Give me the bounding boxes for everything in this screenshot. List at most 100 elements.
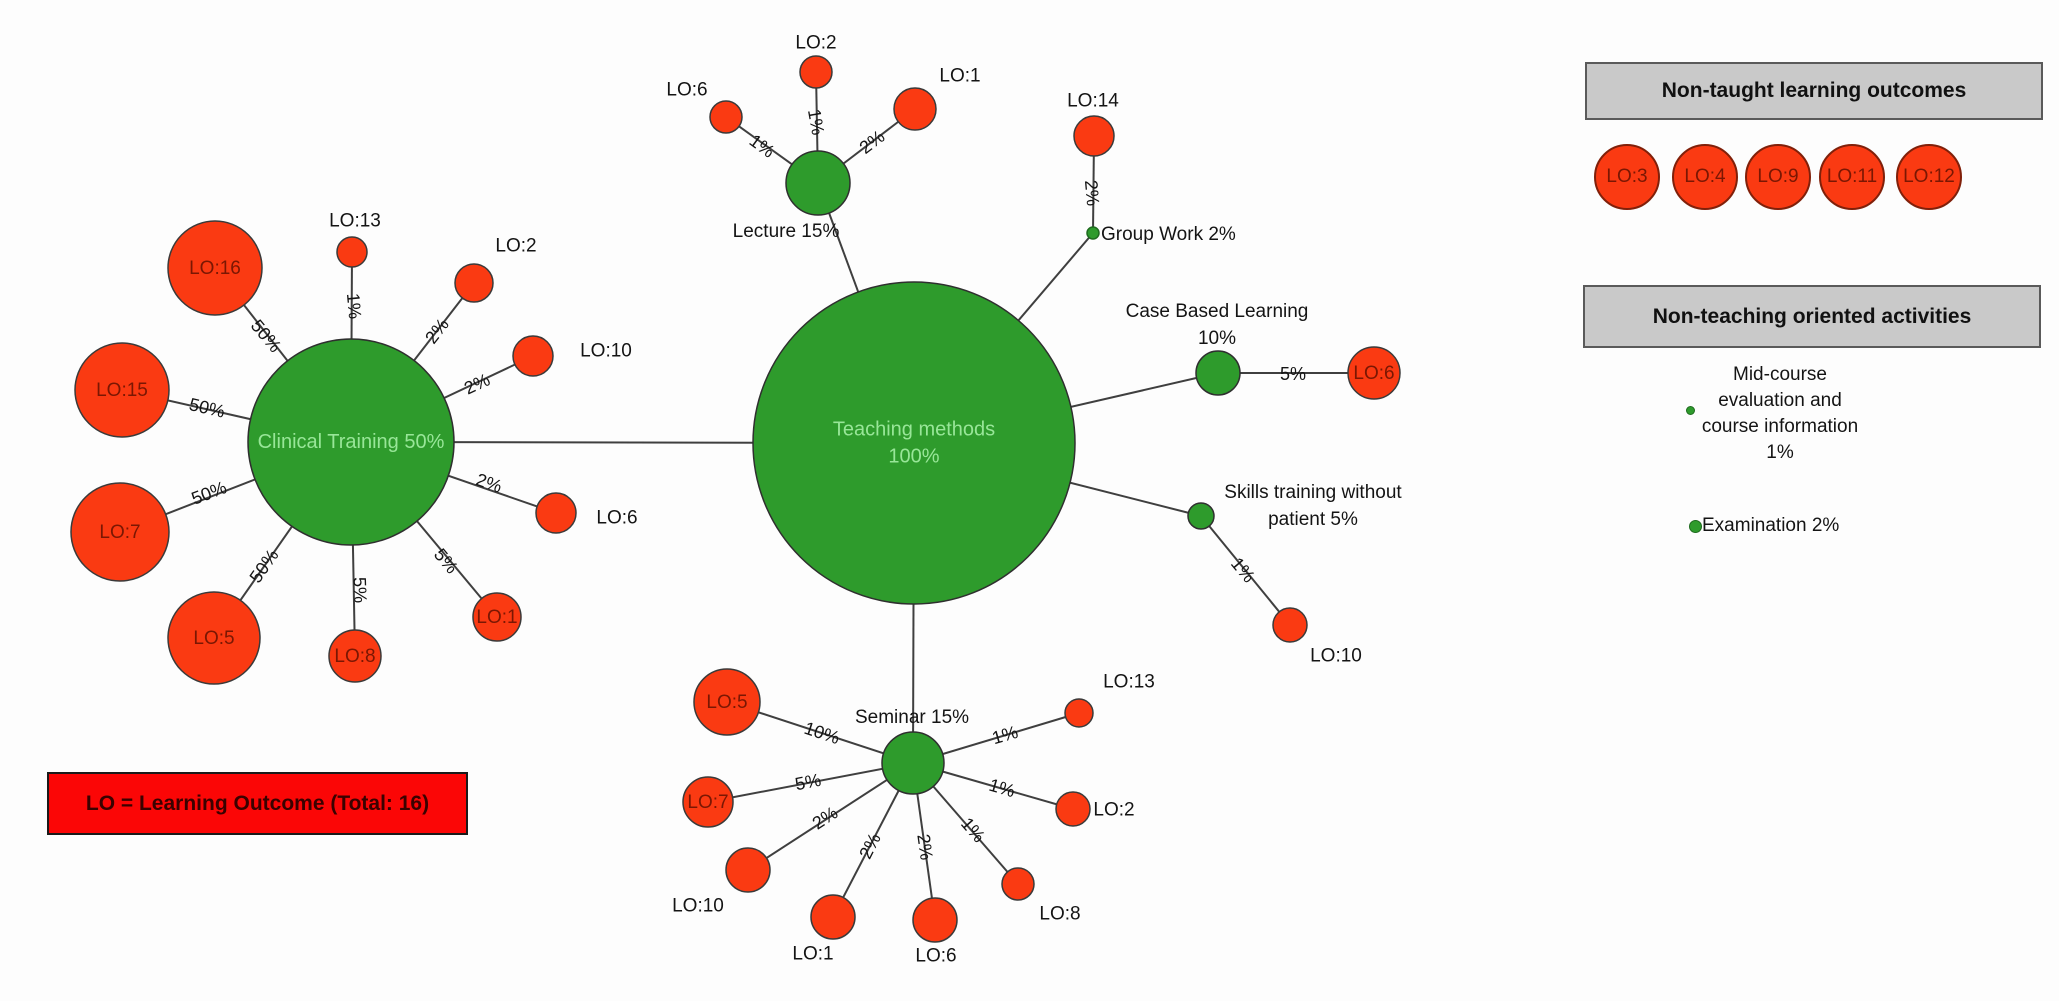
edge-weight-label: 2% [809,803,842,834]
edge-weight-label: 50% [189,477,230,509]
node-c8 [328,629,382,683]
mid-course-line: course information [1701,416,1859,437]
node-skills [1187,502,1215,530]
non-taught-lo-circle: LO:11 [1819,144,1885,210]
node-m2 [1055,791,1091,827]
node-label-l2: LO:2 [795,33,836,54]
node-c16 [167,220,263,316]
node-cbl [1195,350,1241,396]
examination-dot [1689,520,1702,533]
edge-weight-label: 5% [1280,364,1306,384]
node-label-m2: LO:2 [1093,800,1134,821]
edge-weight-label: 2% [856,126,889,158]
non-taught-lo-circle: LO:9 [1745,144,1811,210]
node-label-c5: LO:5 [193,628,234,649]
node-label-s10: LO:10 [1310,646,1362,667]
mid-course-activity-label: Mid-course evaluation and course informa… [1660,362,1900,466]
edge-weight-label: 1% [990,722,1021,748]
edge-weight-label: 1% [987,775,1018,801]
node-groupwork [1086,226,1100,240]
edge-weight-label: 1% [804,107,828,136]
edge-weight-label: 2% [1081,179,1103,207]
node-cb6 [1347,346,1401,400]
node-label-c8: LO:8 [334,646,375,667]
node-m13 [1064,698,1094,728]
node-clinical [247,338,455,546]
non-taught-lo-circle: LO:3 [1594,144,1660,210]
edge-weight-label: 50% [187,394,227,422]
mid-course-line: evaluation and [1718,390,1842,411]
mid-course-line: Mid-course [1733,364,1827,385]
node-s10 [1272,607,1308,643]
node-label-m10: LO:10 [672,896,724,917]
node-label-c16: LO:16 [189,258,241,279]
node-label-m1: LO:1 [792,944,833,965]
edge-weight-label: 2% [855,830,885,862]
non-taught-lo-circle: LO:12 [1896,144,1962,210]
node-label-c7: LO:7 [99,522,140,543]
node-c15 [74,342,170,438]
edge-seminar-m7 [707,762,914,803]
node-c10 [512,335,554,377]
node-label-c13: LO:13 [329,211,381,232]
node-c13 [336,236,368,268]
node-label-c15: LO:15 [96,380,148,401]
node-l1 [893,87,937,131]
node-label-clinical: Clinical Training 50% [258,431,445,453]
edge-seminar-m10 [747,762,914,871]
node-m10 [725,847,771,893]
node-label-cb6: LO:6 [1353,363,1394,384]
edge-weight-label: 5% [793,770,822,795]
node-seminar [881,731,945,795]
edge-weight-label: 2% [913,833,936,862]
edge-weight-label: 2% [421,315,453,348]
node-label-g14: LO:14 [1067,91,1119,112]
legend-text: LO = Learning Outcome (Total: 16) [85,791,430,815]
node-m5 [693,668,761,736]
mid-course-dot [1686,406,1695,415]
node-l2 [799,55,833,89]
edge-weight-label: 5% [350,577,371,604]
non-teaching-activities-title: Non-teaching oriented activities [1652,304,1972,328]
node-label-m7: LO:7 [687,792,728,813]
case-based-learning-label: Case Based Learning 10% [1126,301,1309,349]
node-label-m6: LO:6 [915,946,956,967]
non-taught-outcomes-header: Non-taught learning outcomes [1585,62,2043,120]
legend-box: LO = Learning Outcome (Total: 16) [47,772,468,835]
node-teaching [752,281,1076,605]
group-work-label: Group Work 2% [1101,224,1236,245]
lecture-label: Lecture 15% [733,221,840,242]
edge-weight-label: 2% [461,369,493,398]
node-c6 [535,492,577,534]
edge-weight-label: 10% [802,718,842,748]
non-taught-lo-circle: LO:4 [1672,144,1738,210]
node-label-c1: LO:1 [476,607,517,628]
node-label-l6: LO:6 [666,80,707,101]
node-label-l1: LO:1 [939,66,980,87]
examination-activity-label: Examination 2% [1702,515,1840,536]
node-lecture [785,150,851,216]
node-label-m5: LO:5 [706,692,747,713]
node-c1 [472,592,522,642]
edge-weight-label: 1% [343,292,365,320]
node-label-m13: LO:13 [1103,672,1155,693]
edge-weight-label: 5% [430,545,462,578]
node-m7 [682,776,734,828]
skills-training-label: Skills training without patient 5% [1224,482,1402,530]
node-label-teaching: Teaching methods 100% [833,419,995,468]
node-g14 [1073,115,1115,157]
node-l6 [709,100,743,134]
node-c7 [70,482,170,582]
node-c5 [167,591,261,685]
node-c2 [454,263,494,303]
mid-course-line: 1% [1766,442,1794,463]
non-taught-outcomes-title: Non-taught learning outcomes [1661,79,1967,102]
seminar-label: Seminar 15% [855,707,969,728]
edge-weight-label: 50% [245,546,282,587]
node-m6 [912,897,958,943]
edge-skills-s10 [1200,515,1291,626]
node-label-c2: LO:2 [495,236,536,257]
node-m1 [810,894,856,940]
